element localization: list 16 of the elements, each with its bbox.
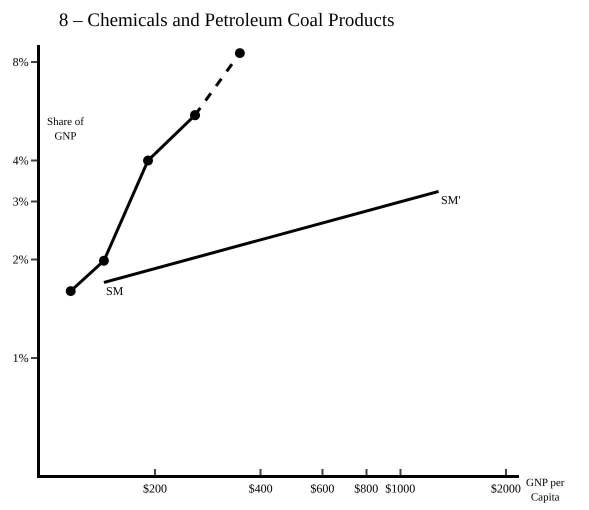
x-tick-label: $600 [310,481,334,496]
y-tick-label: 8% [12,54,29,69]
y-tick-label: 4% [12,154,29,168]
x-tick-label: $800 [354,481,378,496]
annotation: SM' [441,193,461,207]
x-tick-label: $400 [248,481,273,496]
x-axis-title: GNP per Capita [526,477,565,504]
y-tick-label: 3% [12,194,29,209]
x-tick-label: $2000 [490,481,521,496]
y-tick-label: 1% [12,351,29,366]
y-tick-label: 2% [12,252,29,266]
x-tick-label: $1000 [385,481,416,496]
x-tick-label: $200 [143,481,168,496]
y-axis-title: Share of GNP [47,116,84,142]
chart-title: 8 – Chemicals and Petroleum Coal Products [58,10,395,32]
annotation: SM [106,284,124,298]
